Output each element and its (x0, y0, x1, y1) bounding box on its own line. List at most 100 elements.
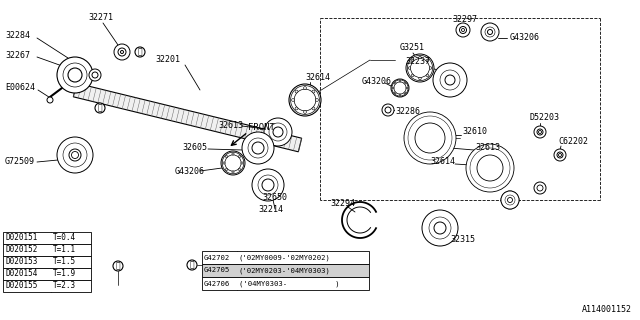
Circle shape (223, 162, 225, 164)
Circle shape (537, 185, 543, 191)
Circle shape (404, 92, 406, 93)
Circle shape (68, 68, 82, 82)
Circle shape (303, 110, 307, 113)
Bar (3, 232, 91, 244)
Circle shape (120, 51, 124, 53)
Circle shape (295, 107, 298, 110)
Circle shape (69, 149, 81, 161)
Text: G3251: G3251 (400, 44, 425, 52)
Circle shape (225, 155, 241, 171)
Text: 32267: 32267 (5, 51, 30, 60)
Circle shape (415, 123, 445, 153)
Circle shape (481, 23, 499, 41)
Circle shape (57, 57, 93, 93)
Circle shape (480, 158, 500, 178)
Text: ②: ② (98, 103, 102, 113)
Circle shape (264, 118, 292, 146)
Circle shape (445, 136, 449, 140)
Text: D020154: D020154 (5, 269, 37, 278)
Circle shape (238, 168, 241, 171)
Text: ①: ① (116, 261, 120, 270)
Circle shape (499, 156, 502, 159)
Circle shape (382, 104, 394, 116)
Circle shape (505, 195, 515, 205)
Circle shape (404, 83, 406, 84)
Circle shape (57, 137, 93, 173)
Circle shape (412, 136, 415, 140)
Circle shape (434, 222, 446, 234)
Circle shape (499, 177, 502, 180)
Circle shape (477, 156, 481, 159)
Circle shape (440, 70, 460, 90)
Circle shape (428, 153, 432, 156)
Text: G42705: G42705 (204, 268, 230, 274)
Circle shape (488, 181, 492, 185)
Circle shape (252, 169, 284, 201)
Circle shape (294, 89, 316, 111)
Circle shape (89, 69, 101, 81)
Circle shape (399, 94, 401, 96)
Text: G72509: G72509 (5, 157, 35, 166)
Circle shape (394, 83, 396, 84)
Text: FRONT: FRONT (248, 124, 275, 132)
Circle shape (227, 157, 239, 169)
Text: 32315: 32315 (450, 236, 475, 244)
Circle shape (415, 123, 445, 153)
Circle shape (232, 171, 234, 173)
Circle shape (63, 63, 87, 87)
Circle shape (412, 74, 414, 77)
Text: D52203: D52203 (530, 114, 560, 123)
Bar (3, 256, 91, 268)
Circle shape (428, 119, 432, 124)
Polygon shape (74, 83, 301, 152)
Bar (3, 280, 91, 292)
Circle shape (508, 197, 513, 203)
Circle shape (426, 74, 429, 77)
Circle shape (466, 144, 514, 192)
Bar (202, 264, 369, 277)
Text: G43206: G43206 (362, 77, 392, 86)
Circle shape (488, 29, 493, 35)
Circle shape (477, 155, 503, 181)
Circle shape (303, 86, 307, 89)
Circle shape (461, 28, 465, 31)
Text: ('04MY0303-           ): ('04MY0303- ) (239, 280, 340, 287)
Text: 32214: 32214 (258, 205, 283, 214)
Circle shape (72, 151, 79, 158)
Circle shape (410, 59, 429, 77)
Circle shape (417, 124, 420, 128)
Circle shape (408, 116, 452, 160)
Circle shape (470, 148, 510, 188)
Circle shape (222, 152, 244, 174)
Circle shape (95, 103, 105, 113)
Circle shape (316, 99, 319, 101)
Circle shape (410, 118, 450, 158)
Circle shape (537, 129, 543, 135)
Text: D020151: D020151 (5, 234, 37, 243)
Bar (3, 244, 91, 256)
Circle shape (503, 166, 507, 170)
Circle shape (297, 92, 313, 108)
Circle shape (485, 27, 495, 37)
Circle shape (391, 79, 409, 97)
Circle shape (404, 112, 456, 164)
Text: T=0.4: T=0.4 (53, 234, 76, 243)
Circle shape (392, 80, 408, 96)
Text: 32614: 32614 (430, 157, 455, 166)
Circle shape (557, 152, 563, 158)
Circle shape (273, 127, 283, 137)
Text: 32284: 32284 (5, 30, 30, 39)
Text: ('02MY0009-'02MY0202): ('02MY0009-'02MY0202) (239, 254, 331, 261)
Text: T=1.5: T=1.5 (53, 258, 76, 267)
Circle shape (295, 90, 298, 93)
Circle shape (440, 124, 444, 128)
Circle shape (269, 123, 287, 141)
Text: T=1.9: T=1.9 (53, 269, 76, 278)
Circle shape (394, 82, 406, 94)
Text: 32613: 32613 (218, 121, 243, 130)
Circle shape (433, 63, 467, 97)
Circle shape (406, 87, 408, 89)
Text: ('02MY0203-'04MY0303): ('02MY0203-'04MY0303) (239, 267, 331, 274)
Circle shape (396, 84, 404, 92)
Circle shape (426, 59, 429, 62)
